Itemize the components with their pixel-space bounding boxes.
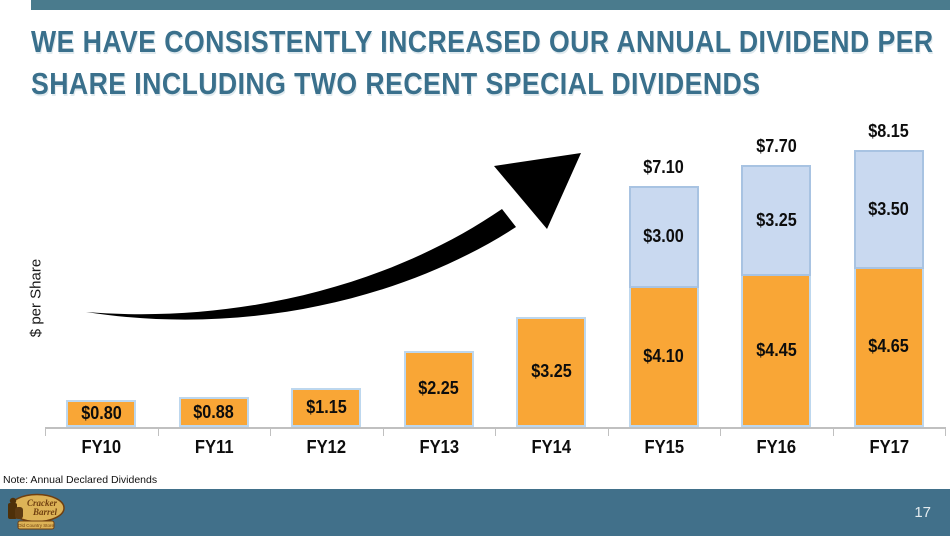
segment-value-label: $4.65: [868, 336, 910, 357]
bar-fy10: $0.80: [66, 399, 137, 427]
x-axis-tick: [270, 427, 271, 436]
bar-fy17: $3.50 $4.65: [853, 149, 924, 427]
bar-fy15: $3.00 $4.10: [628, 185, 699, 427]
regular-dividend-segment-fy10: $0.80: [66, 399, 137, 427]
x-axis-labels-row: FY10 FY11 FY12 FY13 FY14 FY15 FY16 FY17: [45, 437, 945, 458]
x-axis-label-fy14: FY14: [531, 437, 572, 457]
segment-value-label: $4.45: [755, 339, 797, 360]
x-axis-tick: [157, 427, 159, 436]
logo-figure-icon: [8, 497, 23, 519]
segment-value-label: $3.25: [530, 361, 572, 382]
regular-dividend-segment-fy13: $2.25: [403, 350, 474, 427]
x-axis-label-fy16: FY16: [756, 437, 797, 457]
segment-value-label: $3.25: [755, 209, 797, 230]
regular-dividend-segment-fy14: $3.25: [516, 316, 587, 427]
total-value-label-fy15: $7.10: [643, 156, 685, 177]
x-axis-tick: [45, 427, 46, 436]
segment-value-label: $3.50: [868, 198, 910, 219]
bar-column-fy14: $3.25: [495, 116, 608, 427]
logo-banner-text: Old Country Store: [18, 523, 55, 528]
x-axis-tick: [945, 427, 946, 436]
x-axis-tick: [495, 427, 496, 436]
segment-value-label: $3.00: [643, 226, 685, 247]
x-axis-label-fy10: FY10: [81, 437, 122, 457]
bar-column-fy12: $1.15: [270, 116, 383, 427]
bar-column-fy13: $2.25: [383, 116, 496, 427]
bar-fy14: $3.25: [516, 316, 587, 427]
x-axis-tick: [832, 427, 834, 436]
bar-column-fy10: $0.80: [45, 116, 158, 427]
regular-dividend-segment-fy12: $1.15: [291, 387, 362, 427]
footnote: Note: Annual Declared Dividends: [3, 474, 158, 486]
x-axis-label-fy12: FY12: [306, 437, 347, 457]
bar-column-fy16: $7.70 $3.25 $4.45: [720, 116, 833, 427]
x-axis-label-fy15: FY15: [643, 437, 684, 457]
logo-text-line-2: Barrel: [32, 507, 58, 517]
x-axis-tick: [607, 427, 609, 436]
segment-value-label: $4.10: [643, 345, 685, 366]
logo-banner: Old Country Store: [17, 520, 55, 530]
bar-fy12: $1.15: [291, 387, 362, 427]
special-dividend-segment-fy15: $3.00: [628, 185, 699, 288]
x-axis-tick: [382, 427, 384, 436]
y-axis-label: $ per Share: [27, 258, 45, 338]
bar-fy11: $0.88: [178, 397, 249, 427]
regular-dividend-segment-fy15: $4.10: [628, 287, 699, 427]
bar-fy13: $2.25: [403, 350, 474, 427]
slide-title-line-2: SHARE INCLUDING TWO RECENT SPECIAL DIVID…: [31, 66, 761, 101]
regular-dividend-segment-fy17: $4.65: [853, 268, 924, 427]
x-axis-label-fy17: FY17: [868, 437, 909, 457]
x-axis-label-fy13: FY13: [418, 437, 459, 457]
bar-column-fy17: $8.15 $3.50 $4.65: [833, 116, 946, 427]
total-value-label-fy16: $7.70: [755, 136, 797, 157]
special-dividend-segment-fy17: $3.50: [853, 149, 924, 269]
segment-value-label: $0.88: [193, 401, 235, 422]
x-axis-tick: [720, 427, 721, 436]
bar-column-fy15: $7.10 $3.00 $4.10: [608, 116, 721, 427]
bar-column-fy11: $0.88: [158, 116, 271, 427]
total-value-label-fy17: $8.15: [868, 120, 910, 141]
slide-title: WE HAVE CONSISTENTLY INCREASED OUR ANNUA…: [31, 24, 950, 108]
slide-title-line-1: WE HAVE CONSISTENTLY INCREASED OUR ANNUA…: [31, 24, 934, 59]
x-axis-label-fy11: FY11: [194, 437, 234, 457]
logo-text-line-1: Cracker: [27, 498, 57, 508]
segment-value-label: $2.25: [418, 378, 460, 399]
bar-fy16: $3.25 $4.45: [741, 165, 812, 427]
special-dividend-segment-fy16: $3.25: [741, 165, 812, 276]
dividend-bar-chart: $0.80 $0.88 $1.15 $2.25 $3.25 $7.10 $3.00 $4.10…: [45, 116, 945, 427]
segment-value-label: $0.80: [80, 402, 122, 423]
regular-dividend-segment-fy11: $0.88: [178, 397, 249, 427]
top-accent-bar: [31, 0, 950, 10]
footer-bar: 17: [0, 489, 950, 536]
segment-value-label: $1.15: [305, 396, 347, 417]
regular-dividend-segment-fy16: $4.45: [741, 275, 812, 427]
page-number: 17: [914, 504, 931, 521]
cracker-barrel-logo: Cracker Barrel Old Country Store: [8, 493, 65, 530]
